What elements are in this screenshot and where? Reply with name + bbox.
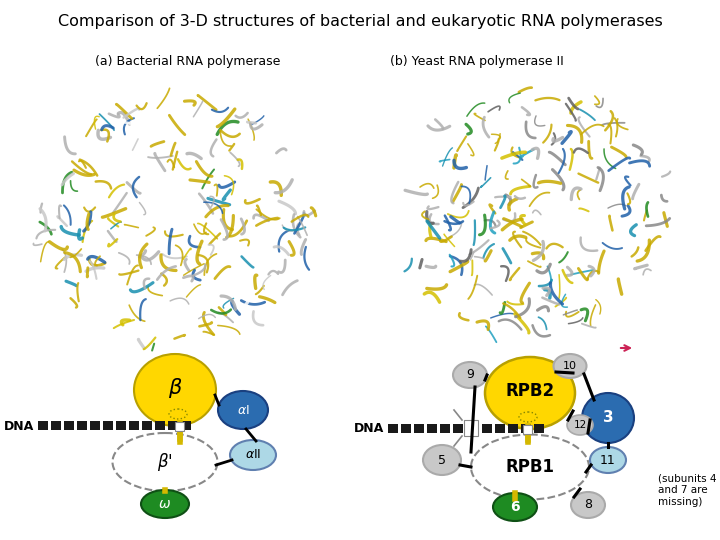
Text: Comparison of 3-D structures of bacterial and eukaryotic RNA polymerases: Comparison of 3-D structures of bacteria… <box>58 14 662 29</box>
Bar <box>77 421 87 430</box>
Bar <box>181 421 191 430</box>
Text: DNA: DNA <box>4 420 34 433</box>
Bar <box>453 424 463 433</box>
Bar <box>440 424 450 433</box>
Ellipse shape <box>567 415 593 435</box>
Ellipse shape <box>134 354 216 426</box>
Bar <box>521 424 531 433</box>
Ellipse shape <box>554 354 587 378</box>
Text: RPB2: RPB2 <box>505 382 554 400</box>
Ellipse shape <box>485 357 575 429</box>
Bar <box>90 421 100 430</box>
Text: $\alpha$I: $\alpha$I <box>237 403 249 416</box>
Bar <box>129 421 139 430</box>
Bar <box>168 421 178 430</box>
Ellipse shape <box>230 440 276 470</box>
Bar <box>142 421 152 430</box>
Ellipse shape <box>423 445 461 475</box>
Text: 9: 9 <box>466 368 474 381</box>
Text: (a) Bacterial RNA polymerase: (a) Bacterial RNA polymerase <box>95 55 280 68</box>
Bar <box>155 421 165 430</box>
Ellipse shape <box>112 433 217 491</box>
Text: RPB1: RPB1 <box>505 458 554 476</box>
Bar <box>175 422 184 431</box>
Text: $\omega$: $\omega$ <box>158 497 171 511</box>
Ellipse shape <box>37 101 312 339</box>
Text: DNA: DNA <box>354 422 384 435</box>
Text: 11: 11 <box>600 454 616 467</box>
Bar <box>116 421 126 430</box>
Text: 8: 8 <box>584 498 592 511</box>
Ellipse shape <box>571 492 605 518</box>
Text: 6: 6 <box>510 500 520 514</box>
Bar <box>482 424 492 433</box>
Text: $\alpha$II: $\alpha$II <box>245 449 261 462</box>
Bar <box>508 424 518 433</box>
Text: $\beta$': $\beta$' <box>157 451 173 473</box>
Ellipse shape <box>590 447 626 473</box>
Bar <box>38 421 48 430</box>
Bar <box>103 421 113 430</box>
Ellipse shape <box>397 96 672 334</box>
Bar <box>51 421 61 430</box>
Bar <box>534 424 544 433</box>
Text: 3: 3 <box>603 410 613 426</box>
Ellipse shape <box>582 393 634 443</box>
Bar <box>64 421 74 430</box>
Text: (b) Yeast RNA polymerase II: (b) Yeast RNA polymerase II <box>390 55 564 68</box>
Bar <box>523 425 532 434</box>
Ellipse shape <box>453 362 487 388</box>
Text: 5: 5 <box>438 454 446 467</box>
Bar <box>401 424 411 433</box>
Bar <box>414 424 424 433</box>
Text: (subunits 4
and 7 are
missing): (subunits 4 and 7 are missing) <box>658 474 716 507</box>
Bar <box>388 424 398 433</box>
Text: $\beta$: $\beta$ <box>168 376 182 400</box>
Ellipse shape <box>141 490 189 518</box>
Text: 10: 10 <box>563 361 577 371</box>
Ellipse shape <box>493 493 537 521</box>
Ellipse shape <box>471 435 589 500</box>
Bar <box>427 424 437 433</box>
Bar <box>464 420 478 436</box>
Bar <box>495 424 505 433</box>
Text: 12: 12 <box>573 420 587 430</box>
Ellipse shape <box>218 391 268 429</box>
